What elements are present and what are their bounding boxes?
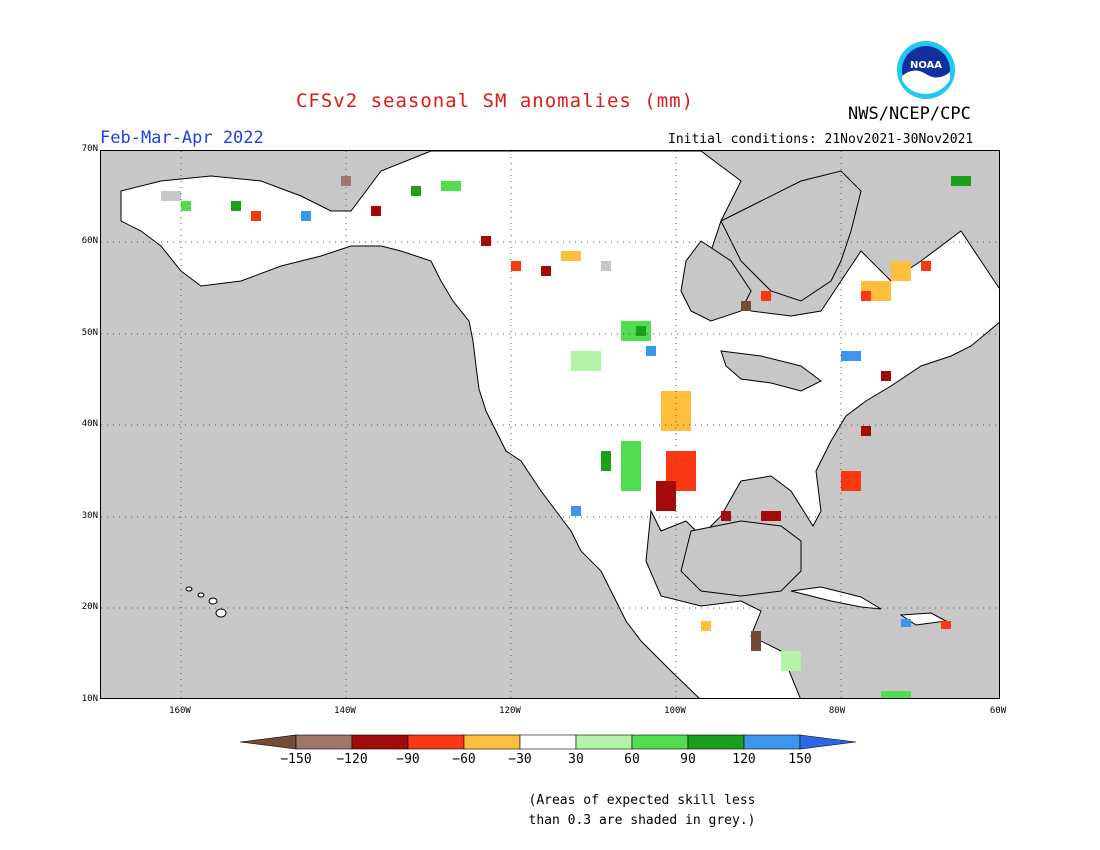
noaa-logo: NOAA [896, 40, 956, 100]
colorbar-bin-5 [519, 734, 577, 750]
cuba [790, 586, 882, 610]
colorbar-label: −90 [396, 752, 420, 767]
skill-note-line1: (Areas of expected skill less [528, 793, 756, 808]
initial-conditions: Initial conditions: 21Nov2021-30Nov2021 [668, 132, 974, 147]
colorbar-label: −150 [280, 752, 312, 767]
lat-lon-grid [101, 151, 999, 698]
greenland-land [720, 170, 862, 302]
north-america-land [120, 151, 999, 698]
colorbar-bin-8 [687, 734, 745, 750]
lat-label-30n: 30N [81, 511, 98, 521]
colorbar-label: −30 [508, 752, 532, 767]
anomaly-map [100, 150, 1000, 699]
colorbar-bin-4 [463, 734, 521, 750]
colorbar-label: −60 [452, 752, 476, 767]
lat-label-10n: 10N [81, 694, 98, 704]
colorbar [239, 732, 860, 752]
colorbar-bin-9 [743, 734, 801, 750]
noaa-logo-text: NOAA [910, 60, 942, 71]
great-lakes [720, 350, 822, 392]
colorbar-label: 120 [732, 752, 756, 767]
colorbar-label: 150 [788, 752, 812, 767]
lat-label-50n: 50N [81, 328, 98, 338]
skill-note-line2: than 0.3 are shaded in grey.) [528, 813, 756, 828]
colorbar-bin-2 [351, 734, 409, 750]
colorbar-label: 30 [568, 752, 584, 767]
colorbar-bin-3 [407, 734, 465, 750]
lat-label-60n: 60N [81, 236, 98, 246]
colorbar-label: 60 [624, 752, 640, 767]
lat-label-40n: 40N [81, 419, 98, 429]
lat-label-70n: 70N [81, 144, 98, 154]
colorbar-bin-1 [295, 734, 353, 750]
colorbar-bin-7 [631, 734, 689, 750]
colorbar-bin-0 [239, 734, 297, 750]
gulf-of-mexico [680, 520, 802, 597]
hawaii-islands [185, 586, 227, 618]
map-canvas [101, 151, 999, 698]
colorbar-bin-6 [575, 734, 633, 750]
map-title: CFSv2 seasonal SM anomalies (mm) [295, 90, 695, 112]
agency-label: NWS/NCEP/CPC [848, 104, 971, 124]
lon-label-100w: 100W [664, 706, 686, 716]
lon-label-60w: 60W [989, 706, 1007, 716]
lon-label-120w: 120W [499, 706, 521, 716]
colorbar-label: 90 [680, 752, 696, 767]
lat-label-20n: 20N [81, 602, 98, 612]
colorbar-bin-10 [799, 734, 857, 750]
forecast-period: Feb-Mar-Apr 2022 [100, 128, 264, 148]
lon-label-160w: 160W [169, 706, 191, 716]
lon-label-80w: 80W [828, 706, 846, 716]
lon-label-140w: 140W [334, 706, 356, 716]
hudson-bay [680, 240, 752, 322]
colorbar-label: −120 [336, 752, 368, 767]
